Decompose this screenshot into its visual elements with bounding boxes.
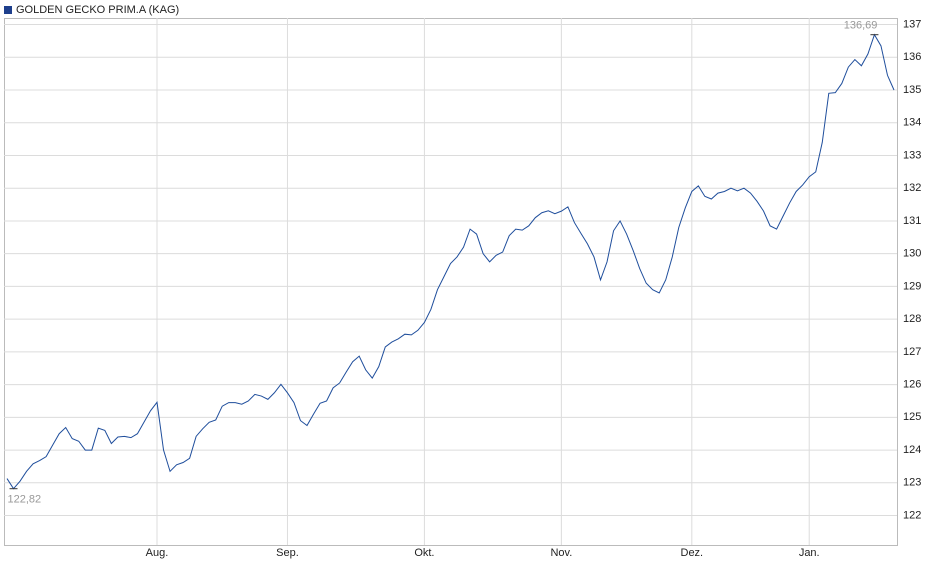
plot-frame (4, 18, 898, 546)
legend-swatch (4, 6, 12, 14)
y-tick-label: 135 (903, 84, 921, 96)
y-tick-label: 124 (903, 444, 921, 456)
x-tick-label: Dez. (681, 547, 704, 559)
x-tick-label: Nov. (550, 547, 572, 559)
y-tick-label: 133 (903, 149, 921, 161)
y-tick-label: 122 (903, 509, 921, 521)
y-tick-label: 123 (903, 477, 921, 489)
price-line (6, 33, 895, 490)
x-tick-label: Okt. (414, 547, 434, 559)
y-tick-label: 132 (903, 182, 921, 194)
y-tick-label: 136 (903, 51, 921, 63)
x-tick-label: Sep. (276, 547, 299, 559)
value-label: 136,69 (844, 20, 878, 32)
y-tick-label: 127 (903, 346, 921, 358)
x-tick-label: Aug. (146, 547, 169, 559)
y-tick-label: 137 (903, 18, 921, 30)
y-tick-label: 128 (903, 313, 921, 325)
y-tick-label: 131 (903, 215, 921, 227)
y-tick-label: 129 (903, 280, 921, 292)
x-tick-label: Jan. (799, 547, 820, 559)
value-label: 122,82 (8, 494, 42, 506)
y-tick-label: 130 (903, 248, 921, 260)
y-tick-label: 125 (903, 411, 921, 423)
legend-label: GOLDEN GECKO PRIM.A (KAG) (16, 4, 179, 16)
y-tick-label: 134 (903, 117, 921, 129)
y-tick-label: 126 (903, 379, 921, 391)
